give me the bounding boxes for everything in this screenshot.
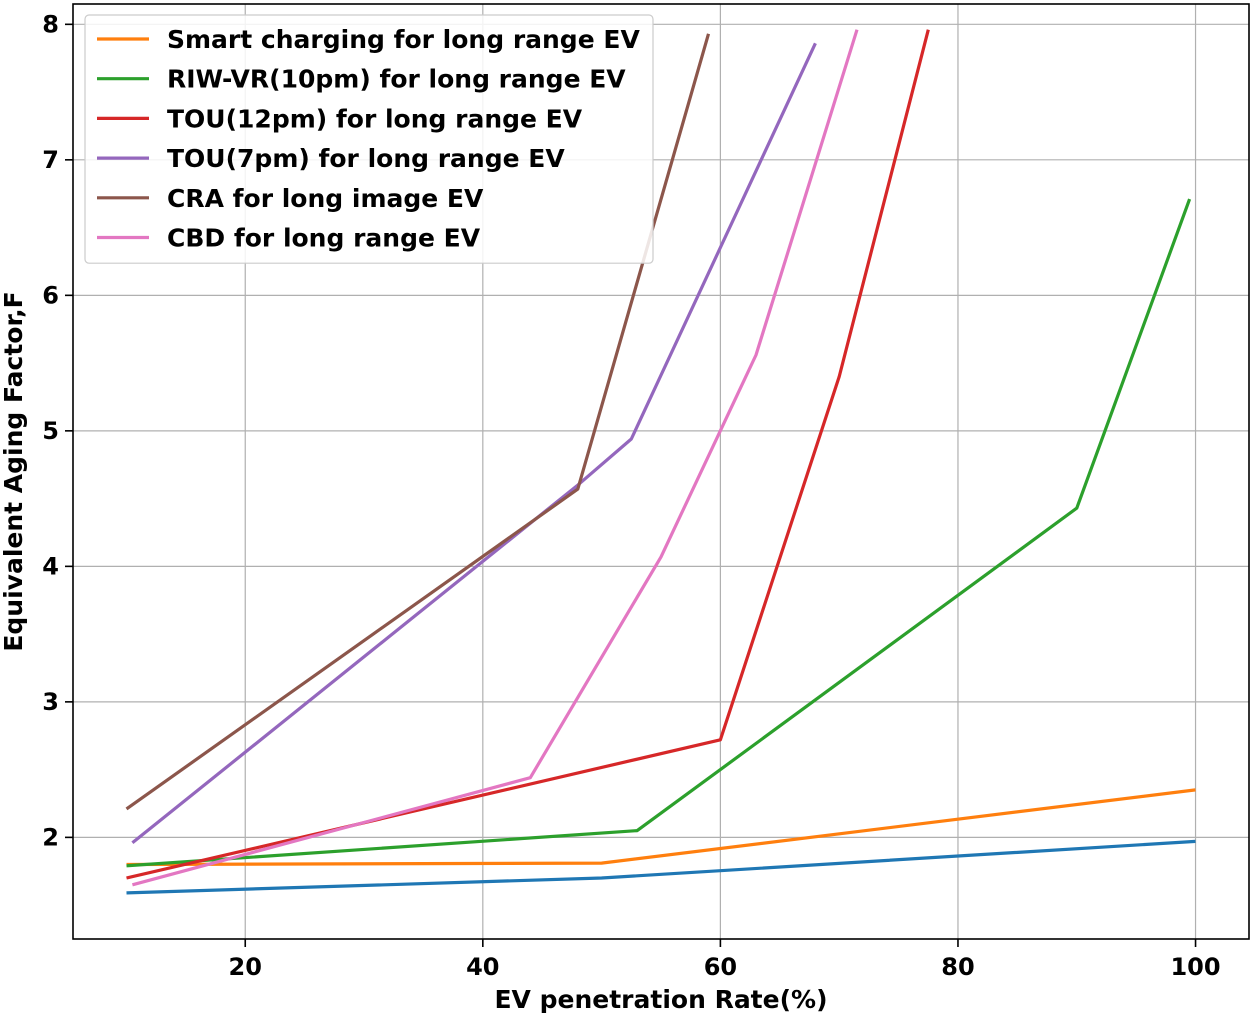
y-tick-label: 3: [42, 688, 59, 716]
series-line-2: [126, 788, 1196, 867]
series-line-1: [126, 839, 1196, 895]
grid: [73, 4, 1249, 939]
series-line-6: [125, 33, 711, 811]
y-tick-label: 6: [42, 281, 59, 309]
y-tick-label: 4: [42, 552, 59, 580]
y-tick-label: 7: [42, 146, 59, 174]
x-tick-label: 100: [1170, 953, 1220, 981]
y-tick-label: 2: [42, 823, 59, 851]
series-line-7: [131, 29, 859, 887]
x-tick-label: 40: [466, 953, 499, 981]
x-tick-label: 80: [941, 953, 974, 981]
y-axis-title: Equivalent Aging Factor,F: [0, 291, 28, 651]
legend: Smart charging for long range EV RIW-VR(1…: [84, 14, 654, 264]
series-line-5: [131, 42, 817, 845]
legend-label: CBD for long range EV: [167, 224, 481, 253]
legend-label: Smart charging for long range EV: [167, 25, 640, 54]
series-line-4: [126, 29, 930, 880]
x-axis-title: EV penetration Rate(%): [494, 985, 827, 1014]
series-lines: [125, 29, 1196, 895]
legend-label: TOU(7pm) for long range EV: [167, 144, 565, 173]
axis-ticks: 20 40 60 80 100 2 3 4 5 6 7 8: [42, 10, 1220, 981]
legend-box: [84, 14, 654, 264]
plot-frame: [72, 3, 1250, 940]
legend-label: RIW-VR(10pm) for long range EV: [167, 65, 626, 94]
x-tick-label: 60: [704, 953, 737, 981]
series-line-3: [126, 198, 1192, 868]
y-tick-label: 8: [42, 10, 59, 38]
x-tick-label: 20: [229, 953, 262, 981]
y-tick-label: 5: [42, 417, 59, 445]
legend-label: CRA for long image EV: [167, 184, 484, 213]
legend-label: TOU(12pm) for long range EV: [167, 104, 583, 133]
